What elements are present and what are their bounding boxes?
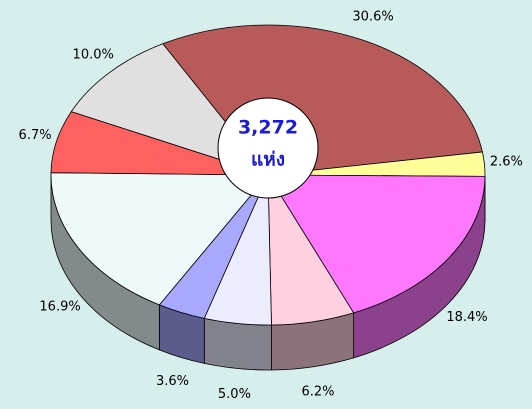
- value-label: 2.6%: [490, 155, 523, 170]
- value-label: 16.9%: [39, 299, 80, 314]
- slice: [267, 174, 486, 314]
- slice: [50, 172, 269, 306]
- value-label: 10.0%: [73, 47, 114, 62]
- value-label: 3.6%: [156, 374, 189, 389]
- slice-side: [203, 317, 272, 371]
- center-circle: [217, 97, 319, 199]
- value-label: 18.4%: [446, 310, 487, 325]
- value-label: 6.2%: [302, 385, 335, 400]
- value-label: 5.0%: [218, 387, 251, 402]
- value-label: 30.6%: [352, 9, 393, 24]
- center-label: 3,272: [238, 117, 298, 139]
- value-label: 6.7%: [19, 128, 52, 143]
- center-label: แห่ง: [251, 149, 285, 171]
